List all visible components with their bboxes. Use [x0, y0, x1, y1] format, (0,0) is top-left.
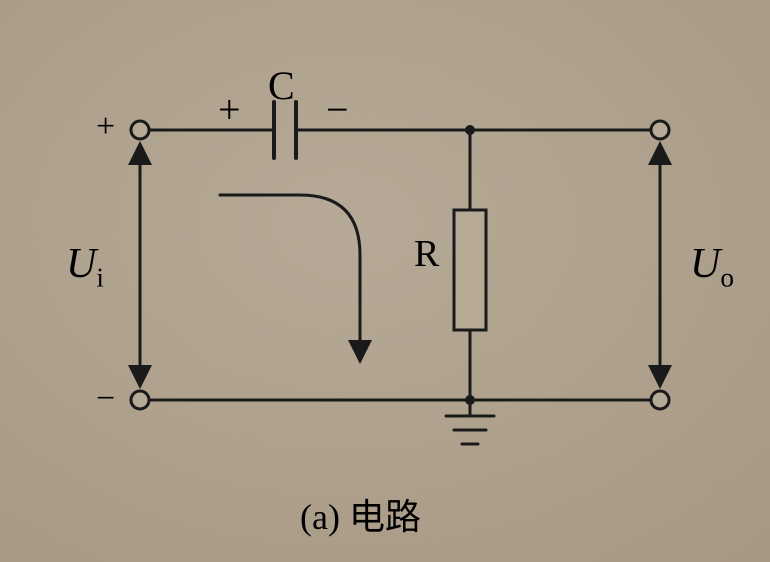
uo-sub: o: [720, 262, 734, 292]
wires: [149, 130, 651, 416]
input-plus: +: [96, 108, 115, 146]
input-minus: −: [96, 380, 115, 418]
input-voltage-label: Ui: [66, 240, 104, 293]
terminals: [131, 121, 669, 409]
figure-caption: (a) 电路: [300, 488, 421, 540]
ui-sub: i: [96, 262, 104, 292]
ui-var: U: [66, 241, 96, 287]
circuit-diagram: [0, 0, 770, 562]
port-voltage-arrows: [140, 145, 660, 385]
uo-var: U: [690, 241, 720, 287]
resistor-label: R: [414, 232, 439, 276]
ground-symbol: [446, 416, 494, 444]
capacitor: [250, 102, 320, 158]
capacitor-label: C: [268, 62, 295, 109]
capacitor-plus: +: [218, 86, 241, 133]
output-voltage-label: Uo: [690, 240, 734, 293]
capacitor-minus: −: [326, 86, 349, 133]
current-loop-arrow: [220, 195, 360, 360]
resistor: [454, 210, 486, 330]
